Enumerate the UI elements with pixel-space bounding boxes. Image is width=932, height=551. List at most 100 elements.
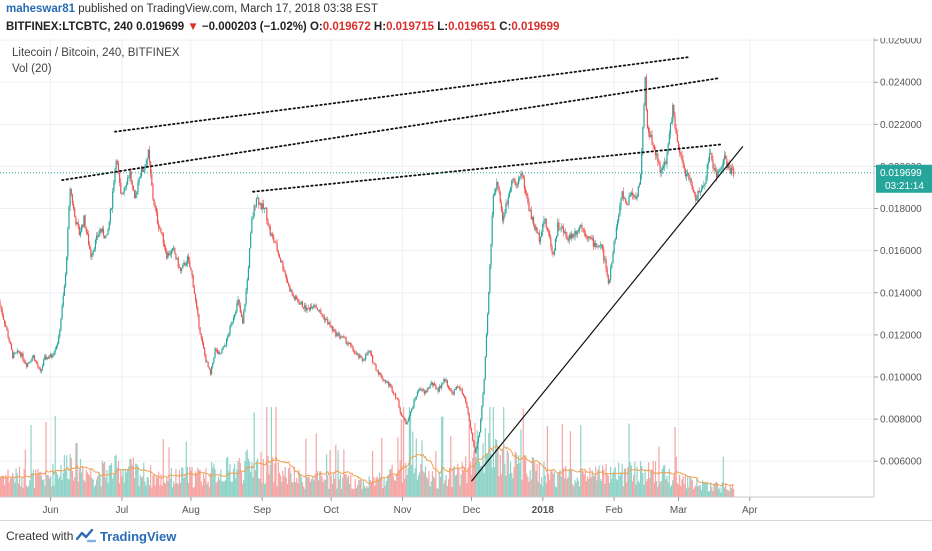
dotted-trendline[interactable] bbox=[61, 77, 721, 182]
symbol-label[interactable]: BITFINEX:LTCBTC, 240 bbox=[6, 21, 133, 33]
volume-bar bbox=[228, 471, 230, 497]
volume-bar bbox=[225, 457, 228, 497]
candle-body bbox=[523, 177, 525, 189]
candle-body bbox=[202, 342, 205, 349]
candle-body bbox=[225, 339, 228, 346]
volume-bar bbox=[579, 486, 581, 497]
volume-bar bbox=[651, 469, 653, 497]
volume-bar bbox=[489, 407, 491, 497]
volume-bar bbox=[127, 468, 129, 497]
author-link[interactable]: maheswar81 bbox=[6, 3, 76, 15]
candle-body bbox=[376, 370, 378, 372]
volume-bar bbox=[314, 474, 316, 497]
candle-body bbox=[503, 215, 505, 221]
volume-bar bbox=[29, 479, 31, 497]
volume-bar bbox=[138, 486, 140, 497]
candle-body bbox=[343, 336, 345, 338]
volume-bar bbox=[27, 487, 29, 497]
candle-body bbox=[253, 205, 255, 217]
candle-body bbox=[299, 303, 301, 305]
candle-body bbox=[666, 152, 668, 164]
candle-body bbox=[648, 127, 650, 133]
candle-body bbox=[360, 355, 362, 358]
candle-body bbox=[23, 359, 25, 362]
price-chart[interactable]: 0.0260000.0240000.0220000.0200000.018000… bbox=[0, 38, 932, 520]
volume-bar bbox=[418, 474, 420, 497]
candle-body bbox=[508, 191, 511, 197]
candle-body bbox=[722, 159, 724, 167]
volume-bar bbox=[600, 481, 603, 497]
dotted-trendline[interactable] bbox=[114, 56, 691, 133]
volume-bar bbox=[704, 482, 706, 497]
volume-bar bbox=[190, 470, 192, 497]
volume-bar bbox=[576, 477, 578, 497]
volume-bar bbox=[557, 473, 559, 497]
volume-bar bbox=[347, 475, 350, 497]
candle-body bbox=[84, 215, 86, 228]
candle-body bbox=[165, 246, 167, 252]
candle-body bbox=[32, 355, 34, 358]
volume-bar bbox=[488, 432, 490, 497]
candle-body bbox=[351, 345, 353, 347]
candle-body bbox=[654, 149, 657, 156]
candle-body bbox=[91, 254, 93, 257]
volume-bar bbox=[673, 475, 675, 497]
volume-bar bbox=[567, 476, 569, 497]
volume-bar bbox=[23, 469, 25, 497]
candle-body bbox=[67, 228, 69, 257]
volume-bar bbox=[454, 475, 456, 497]
dotted-trendline[interactable] bbox=[252, 143, 724, 193]
volume-bar bbox=[130, 458, 132, 497]
candle-body bbox=[434, 383, 436, 385]
candle-body bbox=[150, 162, 152, 174]
candle-body bbox=[485, 334, 488, 357]
candle-body bbox=[166, 251, 168, 259]
candle-body bbox=[478, 432, 481, 437]
volume-bar bbox=[505, 475, 507, 497]
candle-body bbox=[4, 319, 6, 325]
candle-body bbox=[587, 236, 589, 239]
candle-body bbox=[477, 436, 479, 443]
volume-bar bbox=[278, 472, 281, 497]
candle-body bbox=[58, 336, 60, 344]
volume-bar bbox=[469, 461, 471, 497]
candle-body bbox=[6, 326, 8, 331]
volume-bar bbox=[136, 463, 138, 497]
volume-bar bbox=[237, 461, 239, 497]
volume-bar bbox=[370, 482, 373, 497]
candle-body bbox=[707, 161, 709, 165]
candle-body bbox=[213, 357, 215, 363]
volume-bar bbox=[556, 487, 558, 497]
candle-body bbox=[305, 304, 307, 311]
volume-bar bbox=[671, 484, 673, 497]
candle-body bbox=[14, 352, 16, 354]
volume-indicator-label[interactable]: Vol (20) bbox=[12, 63, 52, 75]
candle-body bbox=[347, 343, 350, 345]
volume-bar bbox=[83, 479, 85, 497]
candle-body bbox=[657, 153, 659, 162]
volume-bar bbox=[32, 469, 34, 497]
candle-body bbox=[577, 230, 580, 232]
volume-bar bbox=[604, 483, 606, 497]
candle-body bbox=[591, 238, 593, 239]
volume-bar bbox=[492, 407, 494, 497]
volume-bar bbox=[679, 475, 681, 497]
volume-bar bbox=[205, 467, 207, 497]
volume-bar bbox=[498, 476, 500, 497]
candle-body bbox=[574, 230, 576, 237]
ascending-trendline[interactable] bbox=[471, 146, 744, 482]
volume-bar bbox=[312, 477, 314, 497]
volume-bar bbox=[564, 478, 566, 497]
volume-bar bbox=[342, 477, 344, 497]
candle-body bbox=[20, 352, 22, 357]
volume-bar bbox=[224, 480, 226, 497]
tradingview-brand-link[interactable]: TradingView bbox=[100, 529, 177, 544]
volume-bar bbox=[248, 461, 251, 497]
candle-body bbox=[339, 337, 341, 338]
candle-body bbox=[349, 343, 351, 344]
volume-bar bbox=[430, 481, 432, 497]
candle-body bbox=[13, 352, 15, 359]
candle-body bbox=[56, 343, 59, 346]
candle-body bbox=[92, 250, 94, 255]
candle-body bbox=[487, 314, 489, 335]
